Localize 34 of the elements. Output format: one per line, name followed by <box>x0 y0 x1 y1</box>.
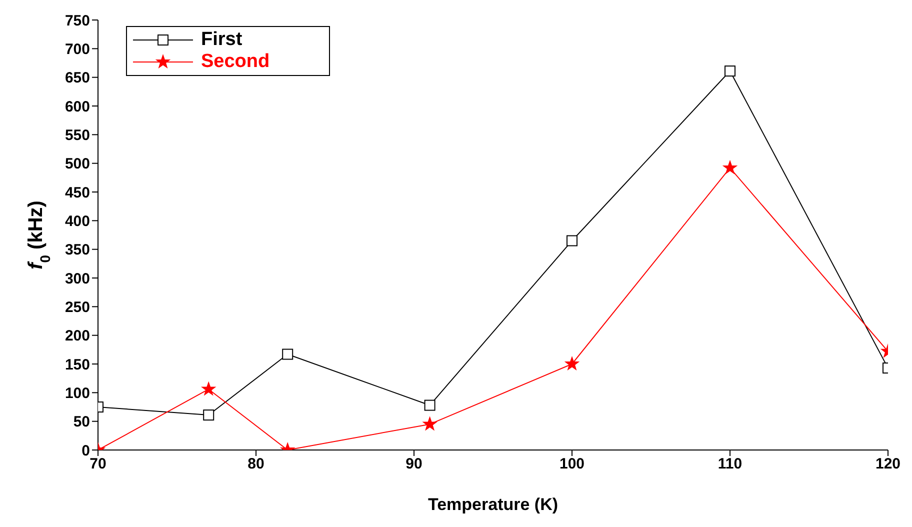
x-tick-label: 80 <box>248 456 264 473</box>
y-tick-label: 0 <box>82 442 90 460</box>
point <box>424 400 436 411</box>
y-tick-label: 200 <box>64 328 90 345</box>
y-tick-label: 750 <box>64 12 90 30</box>
x-tick-label: 110 <box>718 456 742 473</box>
y-tick-label: 100 <box>64 384 90 402</box>
x-tick-label: 100 <box>559 456 585 473</box>
legend-label: Second <box>201 51 270 73</box>
y-tick-label: 450 <box>64 184 90 202</box>
x-axis-title: Temperature (K) <box>428 495 558 514</box>
y-tick-label: 400 <box>64 212 90 230</box>
point <box>723 160 737 174</box>
y-tick-label: 350 <box>64 242 90 259</box>
point <box>724 66 736 77</box>
x-tick-label: 120 <box>875 456 901 473</box>
x-tick-label: 90 <box>406 456 422 473</box>
legend-label: First <box>201 29 242 51</box>
y-tick-label: 700 <box>64 40 90 58</box>
y-tick-label: 650 <box>64 70 90 87</box>
y-tick-label: 500 <box>64 156 90 173</box>
y-tick-label: 550 <box>64 126 90 144</box>
y-tick-label: 600 <box>64 98 90 116</box>
point <box>565 357 579 370</box>
y-tick-label: 50 <box>73 414 90 431</box>
point <box>282 348 294 360</box>
x-tick-label: 70 <box>90 456 106 473</box>
y-tick-label: 250 <box>64 298 90 316</box>
y-tick-label: 300 <box>64 270 90 288</box>
point <box>423 417 436 430</box>
point <box>202 382 216 395</box>
point <box>203 410 214 421</box>
y-tick-label: 150 <box>64 356 90 374</box>
point <box>566 235 578 246</box>
